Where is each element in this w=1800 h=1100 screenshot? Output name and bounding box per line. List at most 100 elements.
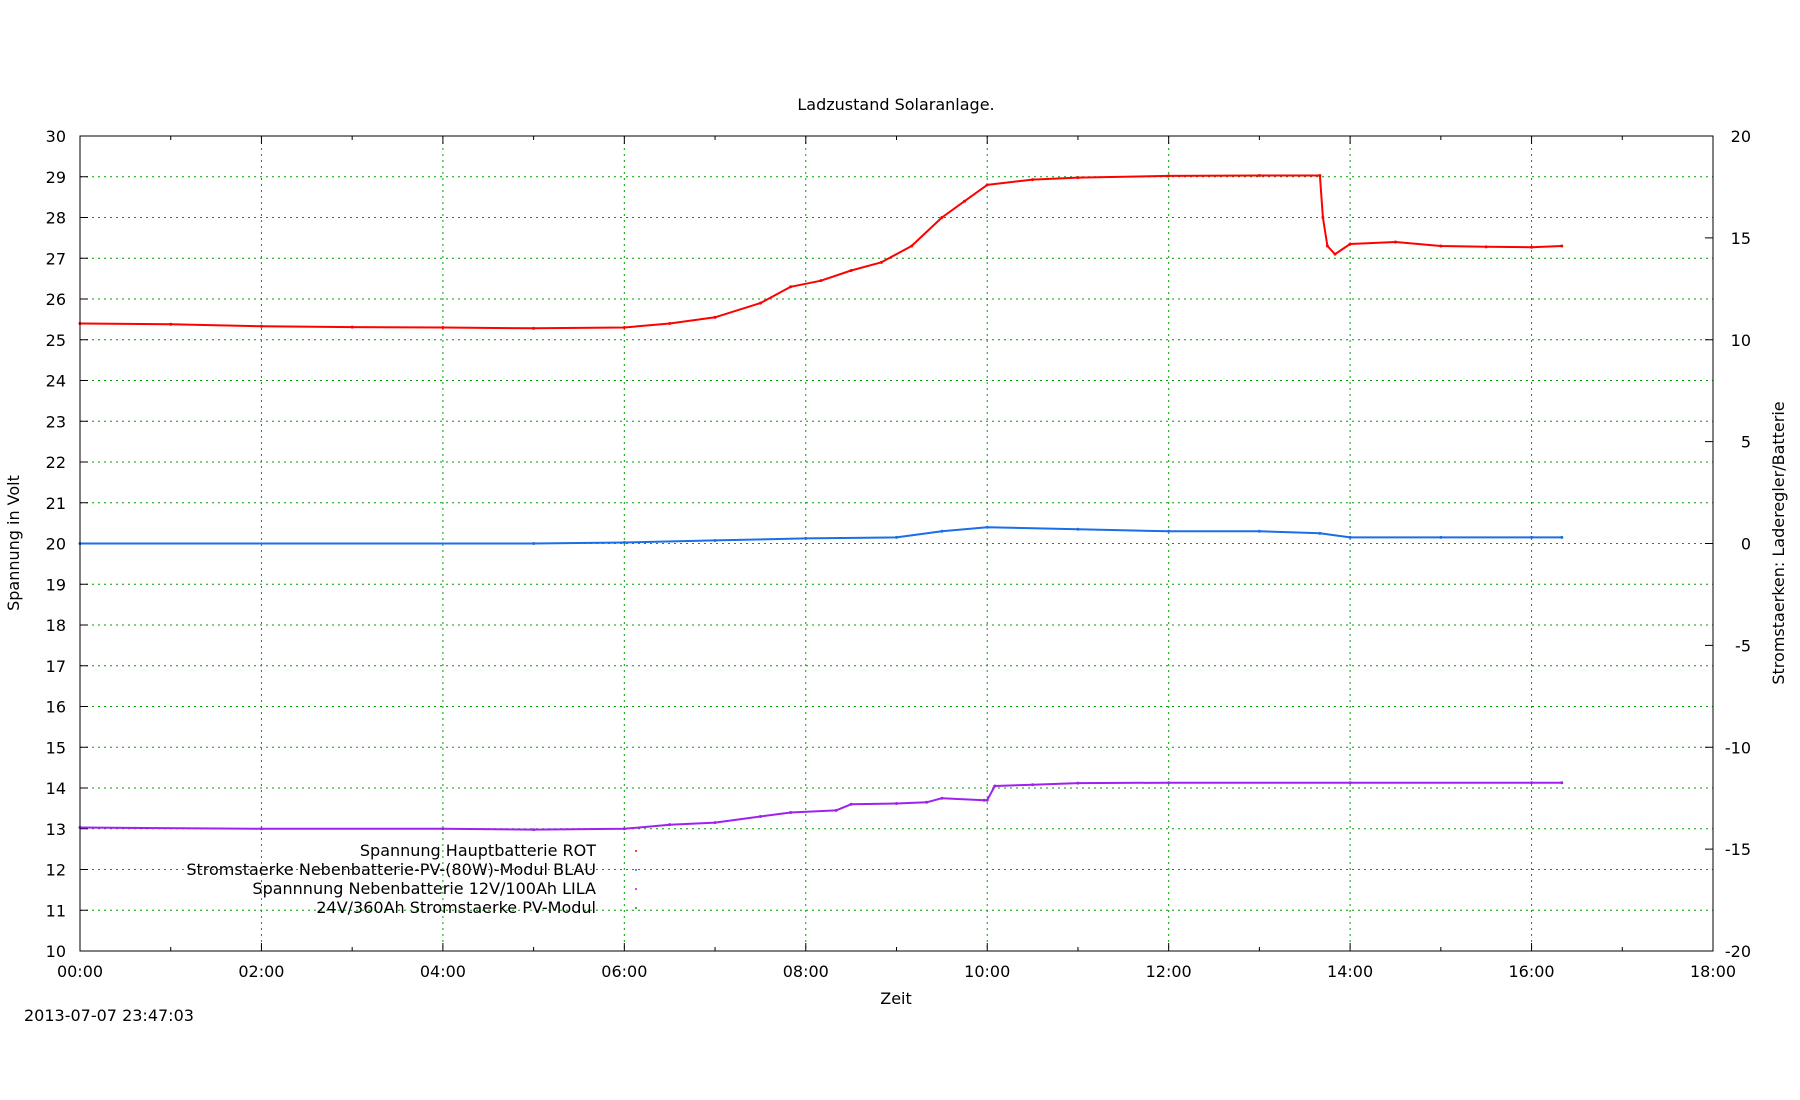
series-2-point [1348, 781, 1352, 785]
series-layer [78, 174, 1564, 832]
legend-marker [635, 907, 637, 909]
series-0-point [789, 285, 793, 289]
series-1-point [1167, 529, 1171, 533]
x-tick-label: 12:00 [1146, 962, 1192, 981]
series-2-point [622, 827, 626, 831]
series-1-point [1530, 535, 1534, 539]
series-1-point [1560, 535, 1564, 539]
series-2-point [985, 798, 989, 802]
series-2-point [895, 801, 898, 805]
series-0-point [758, 301, 762, 305]
y-tick-label: 20 [46, 535, 66, 554]
y-tick-label: 11 [46, 901, 66, 920]
series-0-point [1560, 244, 1564, 248]
y-tick-label: 19 [46, 575, 66, 594]
y2-tick-label: 10 [1731, 331, 1751, 350]
series-2-point [1530, 781, 1534, 785]
series-0-point [668, 321, 672, 325]
y2-axis-label: Stromstaerken: Laderegler/Batterie [1769, 401, 1788, 684]
series-0-point [1076, 176, 1080, 180]
x-tick-label: 14:00 [1327, 962, 1373, 981]
series-1-point [804, 536, 808, 540]
series-0-point [879, 260, 883, 264]
y2-tick-label: -5 [1735, 636, 1751, 655]
y2-tick-label: 15 [1731, 229, 1751, 248]
legend-label: Spannnung Nebenbatterie 12V/100Ah LILA [252, 879, 596, 898]
y2-tick-label: -10 [1725, 738, 1751, 757]
x-tick-label: 08:00 [783, 962, 829, 981]
grid [80, 136, 1713, 951]
y-tick-label: 25 [46, 331, 66, 350]
series-2-point [758, 815, 762, 819]
series-1-point [1318, 531, 1322, 535]
x-tick-label: 16:00 [1509, 962, 1555, 981]
series-0-point [713, 315, 717, 319]
ticks: 00:00 02:00 04:00 06:00 08:00 10:00 12:00 14:00… [46, 127, 1751, 981]
y-tick-label: 13 [46, 820, 66, 839]
y-tick-label: 29 [46, 168, 66, 187]
series-0-point [1530, 245, 1534, 249]
legend-label: Stromstaerke Nebenbatterie-PV-(80W)-Modu… [186, 860, 596, 879]
x-tick-label: 18:00 [1690, 962, 1736, 981]
series-0-point [940, 216, 944, 219]
series-0-point [1031, 178, 1035, 182]
y-tick-label: 24 [46, 372, 66, 391]
series-0-point [819, 279, 823, 283]
legend-label: Spannung Hauptbatterie ROT [360, 841, 596, 860]
legend-marker [635, 869, 637, 871]
series-1-point [1439, 535, 1443, 539]
timestamp: 2013-07-07 23:47:03 [24, 1006, 194, 1025]
series-1-point [1257, 529, 1261, 533]
x-tick-label: 00:00 [57, 962, 103, 981]
series-0-point [1348, 242, 1352, 246]
series-2-point [849, 802, 853, 806]
series-0-point [1321, 216, 1325, 219]
plot-frame [79, 135, 1714, 952]
series-0-point [1318, 174, 1322, 178]
series-2-point [940, 796, 944, 800]
y-tick-label: 26 [46, 290, 66, 309]
y-tick-label: 10 [46, 942, 66, 961]
x-axis-label: Zeit [880, 989, 912, 1008]
series-0-point [1484, 245, 1488, 249]
series-0-point [169, 322, 173, 326]
series-0-point [985, 183, 989, 187]
chart-title: Ladzustand Solaranlage. [797, 95, 994, 114]
series-0-point [532, 326, 536, 330]
series-2-point [713, 821, 717, 825]
y2-tick-label: -15 [1725, 840, 1751, 859]
legend-label: 24V/360Ah Stromstaerke PV-Modul [316, 898, 596, 917]
series-line-0 [79, 174, 1562, 330]
y-tick-label: 15 [46, 738, 66, 757]
series-line-1 [80, 526, 1562, 545]
series-0-point [441, 326, 445, 330]
series-0-point [350, 325, 354, 329]
series-0-point [910, 244, 914, 248]
series-0-point [1333, 252, 1337, 256]
series-0-point [259, 324, 263, 328]
series-2-point [532, 828, 536, 832]
series-1-point [532, 542, 536, 545]
y-tick-label: 27 [46, 249, 66, 268]
series-1-point [622, 540, 626, 544]
series-line-2 [79, 781, 1562, 831]
y-tick-label: 14 [46, 779, 66, 798]
series-1-point [940, 529, 944, 533]
series-2-point [925, 800, 929, 804]
x-tick-label: 10:00 [964, 962, 1010, 981]
series-2-point [259, 827, 263, 831]
series-2-point [993, 784, 997, 788]
series-2-point [1560, 781, 1564, 785]
y-tick-label: 12 [46, 861, 66, 880]
series-2-point [1076, 781, 1080, 785]
legend-marker [635, 888, 637, 890]
series-2-point [441, 827, 445, 831]
y-tick-label: 28 [46, 209, 66, 228]
series-2-point [982, 798, 986, 802]
y-tick-label: 18 [46, 616, 66, 635]
series-2-point [789, 810, 793, 814]
x-tick-label: 02:00 [238, 962, 284, 981]
series-0-point [1393, 240, 1397, 244]
series-0-point [1439, 244, 1443, 248]
